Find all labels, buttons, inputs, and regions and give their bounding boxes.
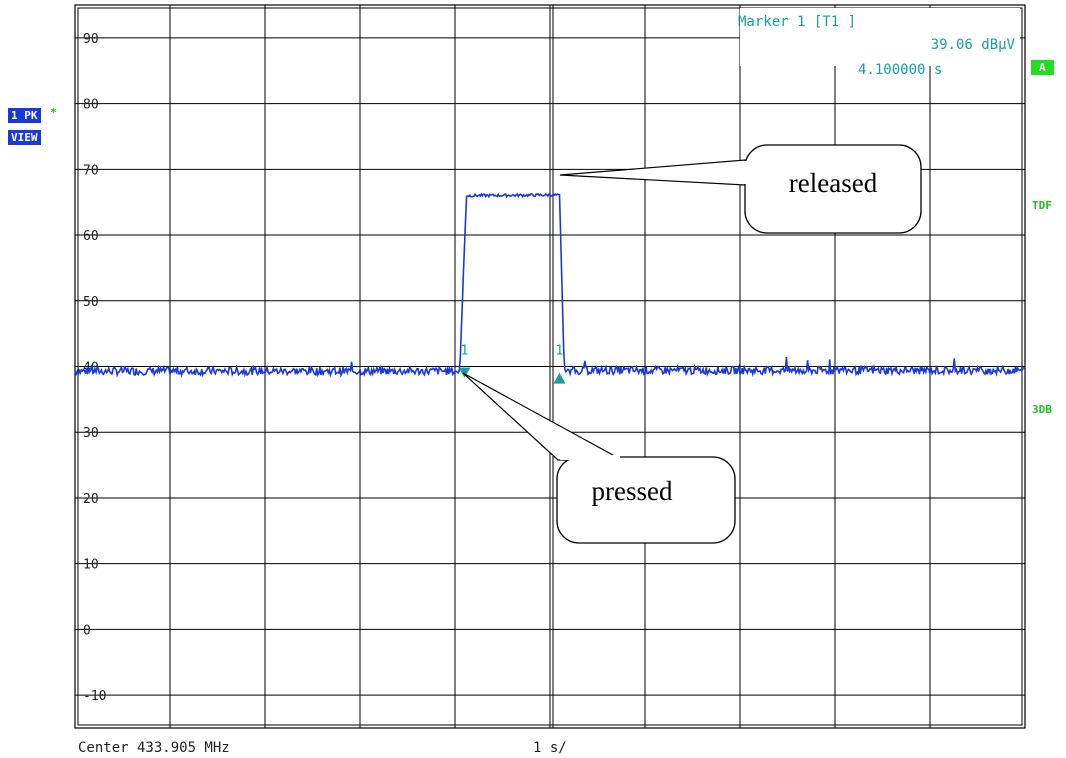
released-callout-pointer bbox=[559, 159, 746, 186]
y-tick-label: 30 bbox=[83, 426, 99, 441]
callouts: released pressed bbox=[462, 144, 922, 544]
trace-detector-badge: 1 PK bbox=[8, 108, 41, 123]
y-tick-label: 10 bbox=[83, 558, 99, 573]
grid bbox=[74, 4, 1026, 729]
footer: Center 433.905 MHz 1 s/ bbox=[78, 740, 567, 756]
y-tick-label: -10 bbox=[83, 689, 106, 704]
y-tick-label: 20 bbox=[83, 492, 99, 507]
trace-mode: VIEW bbox=[11, 131, 38, 144]
y-tick-label: 0 bbox=[83, 623, 91, 638]
tdf-indicator: TDF bbox=[1032, 199, 1052, 212]
y-tick-label: 90 bbox=[83, 32, 99, 47]
marker-1-triangle bbox=[458, 367, 471, 378]
marker-readout-title: Marker 1 [T1 ] bbox=[738, 14, 856, 30]
y-tick-label: 50 bbox=[83, 295, 99, 310]
trace-label: 1 PK bbox=[11, 109, 38, 122]
marker-readout-time: 4.100000 s bbox=[858, 62, 942, 78]
pressed-label: pressed bbox=[592, 476, 673, 506]
trace-star: * bbox=[50, 106, 57, 119]
marker-2-triangle bbox=[553, 372, 566, 384]
pressed-callout-box bbox=[556, 456, 736, 544]
trace-a-badge: A bbox=[1031, 60, 1054, 75]
marker-readout-level: 39.06 dBµV bbox=[931, 37, 1016, 53]
pressed-callout-pointer bbox=[462, 372, 623, 461]
marker-2-label: 1 bbox=[556, 344, 564, 359]
3db-indicator: 3DB bbox=[1032, 403, 1052, 416]
trace-mode-badge: VIEW bbox=[8, 130, 41, 145]
released-callout-box bbox=[744, 144, 922, 234]
marker-1-label: 1 bbox=[461, 344, 469, 359]
y-tick-label: 60 bbox=[83, 229, 99, 244]
time-per-division: 1 s/ bbox=[533, 740, 567, 756]
marker-readout: Marker 1 [T1 ] 39.06 dBµV 4.100000 s bbox=[738, 8, 1020, 78]
y-tick-label: 80 bbox=[83, 98, 99, 113]
center-frequency: Center 433.905 MHz bbox=[78, 740, 230, 756]
y-tick-label: 70 bbox=[83, 163, 99, 178]
trace-1-line bbox=[74, 192, 1026, 379]
released-label: released bbox=[789, 168, 878, 198]
trace-layer bbox=[74, 192, 1026, 379]
